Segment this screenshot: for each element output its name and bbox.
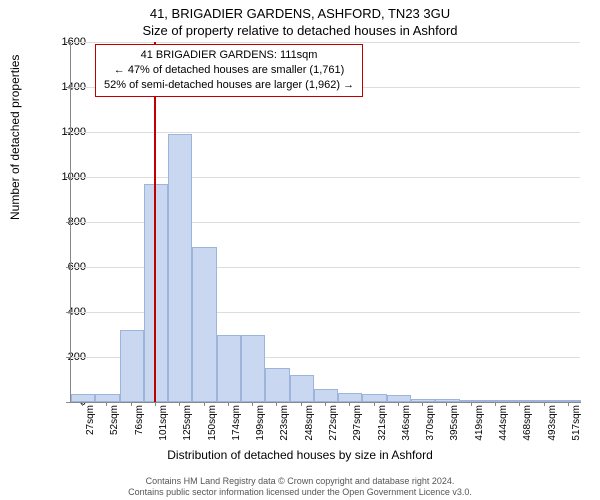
- histogram-bar: [168, 134, 192, 402]
- histogram-bar: [192, 247, 216, 402]
- x-tick-mark: [495, 402, 496, 406]
- x-tick-mark: [374, 402, 375, 406]
- histogram-bar: [362, 394, 386, 402]
- histogram-bar: [290, 375, 314, 402]
- x-tick-mark: [179, 402, 180, 406]
- histogram-bar: [387, 395, 411, 402]
- attribution-text: Contains HM Land Registry data © Crown c…: [0, 476, 600, 499]
- attribution-line2: Contains public sector information licen…: [0, 487, 600, 498]
- x-tick-mark: [446, 402, 447, 406]
- x-tick-mark: [131, 402, 132, 406]
- histogram-bar: [557, 400, 581, 402]
- histogram-bar: [338, 393, 362, 402]
- histogram-bar: [508, 400, 532, 402]
- chart-title-sub: Size of property relative to detached ho…: [0, 21, 600, 38]
- histogram-bar: [241, 335, 265, 403]
- x-tick-mark: [276, 402, 277, 406]
- x-tick-mark: [301, 402, 302, 406]
- info-box: 41 BRIGADIER GARDENS: 111sqm ← 47% of de…: [95, 44, 363, 97]
- histogram-bar: [532, 400, 556, 402]
- x-tick-mark: [155, 402, 156, 406]
- chart-title-main: 41, BRIGADIER GARDENS, ASHFORD, TN23 3GU: [0, 0, 600, 21]
- info-box-line2: ← 47% of detached houses are smaller (1,…: [104, 63, 354, 78]
- y-axis-label: Number of detached properties: [8, 55, 22, 220]
- histogram-bar: [144, 184, 168, 402]
- x-tick-mark: [82, 402, 83, 406]
- histogram-bar: [314, 389, 338, 403]
- info-box-line1: 41 BRIGADIER GARDENS: 111sqm: [104, 48, 354, 63]
- histogram-bar: [265, 368, 289, 402]
- x-tick-mark: [325, 402, 326, 406]
- histogram-bar: [435, 399, 459, 402]
- attribution-line1: Contains HM Land Registry data © Crown c…: [0, 476, 600, 487]
- x-tick-mark: [544, 402, 545, 406]
- x-axis-label: Distribution of detached houses by size …: [0, 448, 600, 462]
- x-tick-mark: [519, 402, 520, 406]
- histogram-bar: [95, 394, 119, 402]
- histogram-bar: [411, 399, 435, 402]
- histogram-bar: [460, 400, 484, 402]
- histogram-bar: [71, 394, 95, 402]
- x-tick-mark: [398, 402, 399, 406]
- info-box-line3: 52% of semi-detached houses are larger (…: [104, 78, 354, 93]
- histogram-bar: [217, 335, 241, 403]
- x-tick-mark: [106, 402, 107, 406]
- x-tick-mark: [471, 402, 472, 406]
- x-tick-mark: [422, 402, 423, 406]
- x-tick-mark: [349, 402, 350, 406]
- histogram-bar: [120, 330, 144, 402]
- x-tick-mark: [204, 402, 205, 406]
- x-tick-mark: [252, 402, 253, 406]
- x-tick-mark: [568, 402, 569, 406]
- x-tick-mark: [228, 402, 229, 406]
